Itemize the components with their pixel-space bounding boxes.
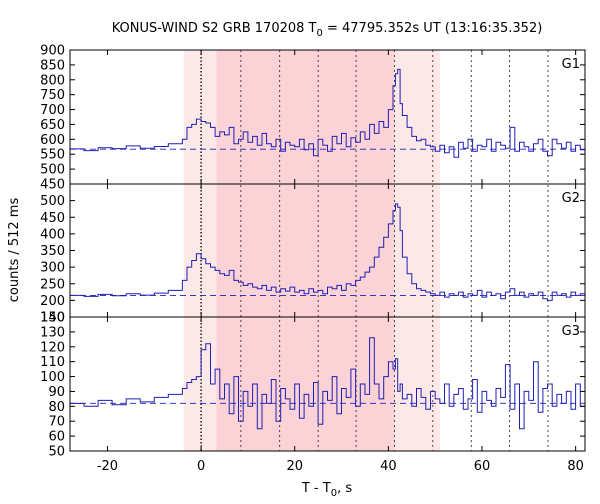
y-tick-label: 450 bbox=[40, 211, 65, 226]
x-tick-label: 40 bbox=[380, 459, 397, 474]
x-axis-label: T - T0, s bbox=[301, 481, 352, 499]
panel-label-g1: G1 bbox=[562, 57, 580, 72]
y-tick-label: 90 bbox=[48, 385, 65, 400]
y-tick-label: 250 bbox=[40, 277, 65, 292]
y-axis-label: counts / 512 ms bbox=[7, 198, 22, 303]
y-tick-label: 400 bbox=[40, 227, 65, 242]
y-tick-label: 70 bbox=[48, 415, 65, 430]
y-tick-label: 80 bbox=[48, 400, 65, 415]
chart-title: KONUS-WIND S2 GRB 170208 T0 = 47795.352s… bbox=[112, 21, 543, 39]
y-tick-label: 850 bbox=[40, 58, 65, 73]
y-tick-label: 350 bbox=[40, 244, 65, 259]
panel-label-g3: G3 bbox=[562, 324, 580, 339]
dark-interval-band bbox=[216, 50, 394, 451]
y-tick-label: 700 bbox=[40, 103, 65, 118]
y-tick-label: 800 bbox=[40, 73, 65, 88]
y-tick-label: 900 bbox=[40, 44, 65, 59]
y-tick-label: 550 bbox=[40, 148, 65, 163]
y-tick-label: 500 bbox=[40, 194, 65, 209]
series-line-g2 bbox=[70, 203, 586, 301]
y-tick-label: 500 bbox=[40, 163, 65, 178]
y-tick-label: 100 bbox=[40, 370, 65, 385]
x-tick-label: 20 bbox=[286, 459, 303, 474]
y-tick-label: 120 bbox=[40, 340, 65, 355]
series-line-g3 bbox=[70, 337, 586, 430]
y-tick-label: 750 bbox=[40, 88, 65, 103]
y-tick-label: 450 bbox=[40, 178, 65, 193]
y-tick-label: 600 bbox=[40, 133, 65, 148]
y-tick-label: 50 bbox=[48, 445, 65, 460]
x-tick-label: 0 bbox=[197, 459, 205, 474]
x-tick-label: 60 bbox=[474, 459, 491, 474]
panel-frame bbox=[69, 316, 586, 452]
y-tick-label: 130 bbox=[40, 325, 65, 340]
y-tick-label: 60 bbox=[48, 430, 65, 445]
y-tick-label: 650 bbox=[40, 118, 65, 133]
y-tick-label: 140 bbox=[40, 311, 65, 326]
y-tick-label: 200 bbox=[40, 294, 65, 309]
y-tick-label: 300 bbox=[40, 261, 65, 276]
x-tick-label: -20 bbox=[97, 459, 118, 474]
y-tick-label: 150 bbox=[40, 311, 65, 326]
series-line-g1 bbox=[70, 68, 586, 158]
y-tick-label: 110 bbox=[40, 355, 65, 370]
panel-label-g2: G2 bbox=[562, 191, 580, 206]
x-tick-label: 80 bbox=[567, 459, 584, 474]
